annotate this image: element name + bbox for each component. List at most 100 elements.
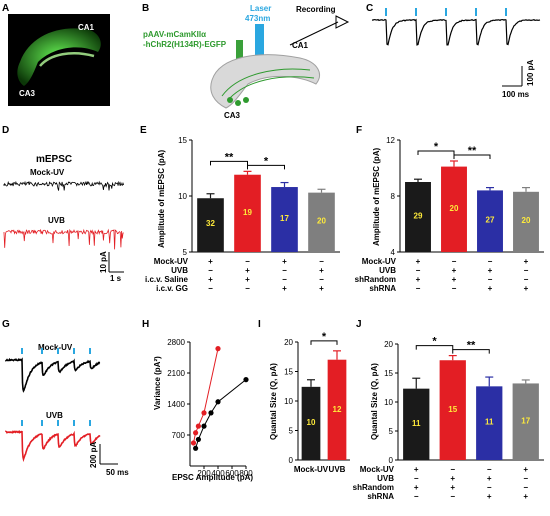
panel-label-f: F <box>356 125 362 136</box>
laser-label-1: Laser <box>250 4 271 13</box>
panel-i: I Quantal Size (Q, pA) 0 5 10 15 20 10 12 * Mock… <box>258 319 350 474</box>
x-tick-label: UVB <box>329 465 346 474</box>
condition-sign: − <box>416 266 421 275</box>
condition-sign: + <box>245 275 250 284</box>
ca3-neuron-icon <box>227 97 233 103</box>
light-pulse-marker <box>505 8 507 16</box>
significance-bracket <box>210 160 248 166</box>
x-axis-label-h: EPSC Amplitude (pA) <box>172 473 253 482</box>
scale-y-label-d: 10 pA <box>99 251 108 273</box>
y-tick-label: 2800 <box>167 338 185 347</box>
hippocampus-fluorescence <box>17 28 101 86</box>
scatter-point <box>201 410 207 416</box>
bar <box>301 386 321 460</box>
condition-sign: − <box>319 257 324 266</box>
y-tick-label: 20 <box>284 338 293 347</box>
parabola-fit-line <box>193 348 219 444</box>
y-tick-label: 4 <box>391 248 396 257</box>
bar-n-label: 29 <box>414 211 423 220</box>
y-tick-label: 5 <box>389 427 394 436</box>
condition-sign: + <box>523 465 528 474</box>
condition-sign: − <box>414 492 419 501</box>
condition-sign: − <box>208 284 213 293</box>
y-tick-label: 1400 <box>167 400 185 409</box>
panel-j: J Quantal Size (Q, pA) 0 5 10 15 20 11 15 11 17 *… <box>353 319 544 501</box>
condition-row-label: shRandom <box>353 483 394 492</box>
scatter-point <box>208 410 214 416</box>
condition-sign: − <box>208 266 213 275</box>
scatter-point <box>190 440 197 446</box>
condition-row-label: shRNA <box>367 492 394 501</box>
significance-bracket <box>453 154 491 159</box>
condition-sign: − <box>450 492 455 501</box>
scatter-point <box>201 423 207 429</box>
y-tick-label: 5 <box>289 427 294 436</box>
bar-n-label: 10 <box>307 418 316 427</box>
train-trace-line <box>5 430 101 463</box>
condition-sign: − <box>452 284 457 293</box>
condition-row-label: Mock-UV <box>360 465 395 474</box>
y-tick-label: 8 <box>391 192 396 201</box>
condition-sign: + <box>452 266 457 275</box>
x-tick-label: 800 <box>239 469 253 478</box>
panel-label-c: C <box>366 3 373 14</box>
epsc-trace-line <box>371 18 541 46</box>
condition-sign: + <box>208 257 213 266</box>
bar-n-label: 20 <box>522 216 531 225</box>
virus-label-2: -hChR2(H134R)-EGFP <box>143 40 227 49</box>
bar <box>271 187 298 252</box>
condition-sign: + <box>416 275 421 284</box>
y-axis-label-h: Variance (pA²) <box>153 356 162 410</box>
condition-sign: − <box>319 275 324 284</box>
condition-row-label: i.c.v. GG <box>156 284 188 293</box>
significance-bracket <box>452 349 490 354</box>
condition-sign: − <box>488 275 493 284</box>
bar-n-label: 12 <box>333 405 342 414</box>
condition-sign: + <box>416 257 421 266</box>
ca3-neuron-icon <box>243 97 249 103</box>
chart-h: 700 1400 2100 2800 200 400 600 800 <box>167 338 253 478</box>
bar-n-label: 32 <box>206 219 215 228</box>
light-pulse-marker <box>21 420 23 426</box>
label-ca3-schematic: CA3 <box>224 111 241 120</box>
mepsc-trace-line <box>3 228 124 250</box>
bar-n-label: 11 <box>485 418 494 427</box>
bar-n-label: 27 <box>486 215 495 224</box>
condition-sign: − <box>524 266 529 275</box>
condition-sign: + <box>245 266 250 275</box>
y-axis-label-i: Quantal Size (Q, pA) <box>269 363 278 440</box>
condition-sign: − <box>414 474 419 483</box>
mock-uv-mepsc-trace <box>3 180 125 191</box>
x-tick-label: 600 <box>225 469 239 478</box>
panel-a: A CA1 CA3 <box>2 3 110 106</box>
condition-sign: − <box>487 483 492 492</box>
y-tick-label: 0 <box>289 456 294 465</box>
y-tick-label: 2100 <box>167 369 185 378</box>
condition-sign: + <box>414 483 419 492</box>
panel-label-h: H <box>142 319 149 330</box>
light-pulse-marker <box>445 8 447 16</box>
y-tick-label: 5 <box>183 248 188 257</box>
scatter-point <box>193 445 199 451</box>
uvb-train-trace <box>5 420 101 463</box>
condition-sign: + <box>208 275 213 284</box>
label-ca3: CA3 <box>19 89 36 98</box>
condition-sign: + <box>319 284 324 293</box>
condition-sign: − <box>282 275 287 284</box>
y-tick-label: 15 <box>178 136 187 145</box>
scale-x-label-g: 50 ms <box>106 468 129 477</box>
scatter-point <box>215 399 221 405</box>
condition-sign: − <box>487 465 492 474</box>
condition-row-label: shRNA <box>369 284 396 293</box>
hippocampus-schematic <box>210 54 320 109</box>
train-trace-line <box>5 357 101 393</box>
recording-label: Recording <box>296 5 336 14</box>
bar <box>403 388 430 460</box>
chart-i: 0 5 10 15 20 10 12 * Mock-UV UVB <box>284 331 350 474</box>
ca-band <box>39 52 95 67</box>
panel-d: D mEPSC Mock-UV UVB 10 pA 1 s <box>2 125 125 283</box>
condition-sign: + <box>282 284 287 293</box>
condition-sign: − <box>416 284 421 293</box>
